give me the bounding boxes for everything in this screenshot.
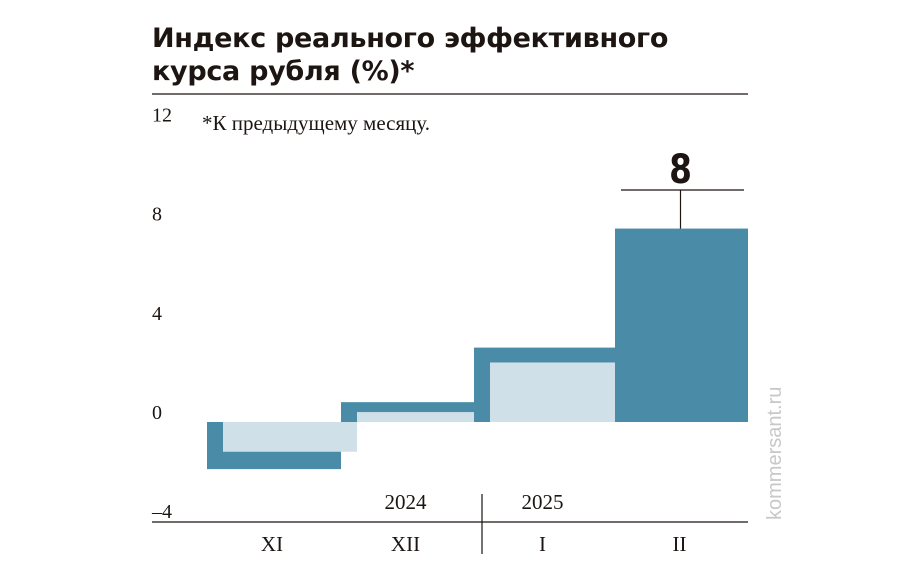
x-tick-label: II	[673, 532, 687, 556]
bar-outer-II	[615, 228, 748, 422]
y-tick-label: 0	[152, 402, 162, 424]
year-labels: 2024 2025	[385, 490, 564, 514]
chart-title: Индекс реального эффективного курса рубл…	[152, 22, 752, 88]
watermark: kommersant.ru	[764, 386, 786, 520]
x-tick-label: XII	[391, 532, 420, 556]
title-line-2: курса рубля (%)*	[152, 56, 415, 87]
y-tick-label: 4	[152, 303, 162, 325]
value-callout: 8	[621, 146, 744, 229]
y-axis-ticks: –4 0 4 8 12	[151, 104, 172, 523]
bars	[207, 228, 748, 470]
year-label: 2025	[522, 490, 564, 514]
x-tick-label: I	[539, 532, 546, 556]
x-axis-labels: XI XII I II	[261, 532, 687, 556]
data-label: 8	[669, 146, 692, 193]
x-tick-label: XI	[261, 532, 283, 556]
year-label: 2024	[385, 490, 428, 514]
bar-inner-XII	[357, 412, 490, 422]
title-line-1: Индекс реального эффективного	[152, 23, 669, 54]
y-tick-label: 8	[152, 204, 162, 226]
bar-inner-I	[490, 362, 615, 422]
footnote: *К предыдущему месяцу.	[202, 111, 430, 135]
bar-inner-XI	[223, 422, 357, 452]
y-tick-label: –4	[151, 501, 172, 523]
y-tick-label: 12	[152, 104, 172, 126]
